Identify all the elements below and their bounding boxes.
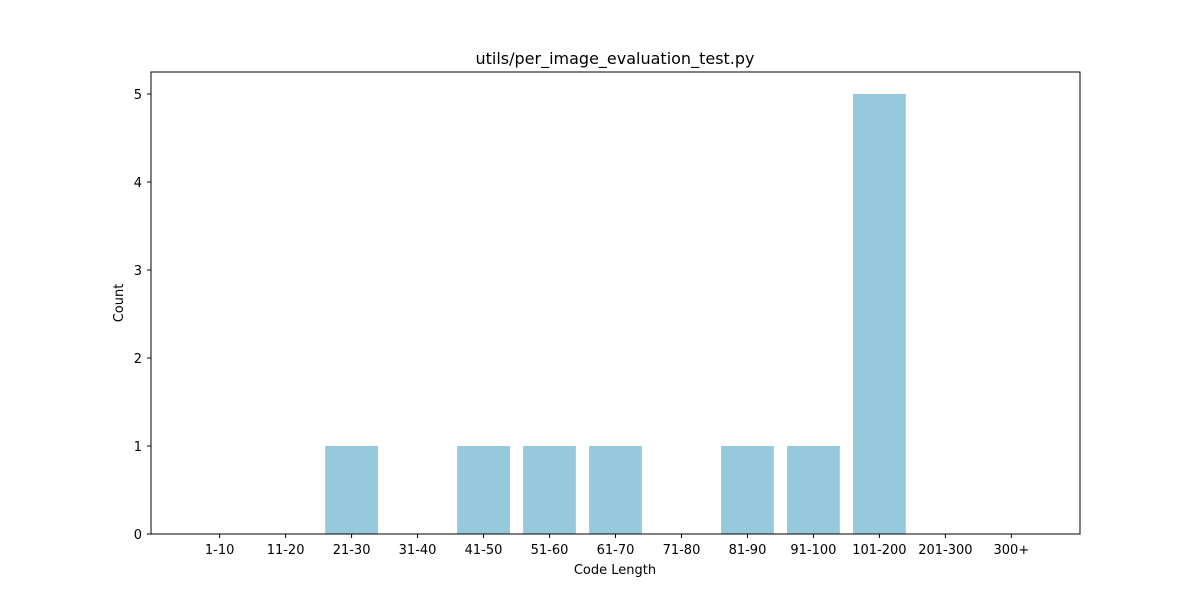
y-tick-label: 0: [134, 528, 142, 543]
y-axis-title: Count: [112, 284, 127, 323]
bar-41-50: [457, 446, 510, 534]
x-tick-label: 1-10: [205, 543, 235, 558]
bar-51-60: [523, 446, 576, 534]
bar-81-90: [721, 446, 774, 534]
chart-title: utils/per_image_evaluation_test.py: [475, 49, 754, 69]
x-tick-label: 300+: [994, 543, 1030, 558]
bar-101-200: [853, 94, 906, 534]
bar-21-30: [325, 446, 378, 534]
bars-layer: [325, 94, 906, 534]
x-axis: 1-10 11-20 21-30 31-40 41-50 51-60 61-70 71-80 8…: [205, 534, 1029, 558]
x-tick-label: 31-40: [399, 543, 437, 558]
y-tick-label: 5: [134, 88, 142, 103]
bar-61-70: [589, 446, 642, 534]
x-axis-title: Code Length: [574, 563, 656, 578]
y-tick-label: 3: [134, 264, 142, 279]
x-tick-label: 91-100: [790, 543, 836, 558]
x-tick-label: 41-50: [465, 543, 503, 558]
y-tick-label: 2: [134, 352, 142, 367]
y-tick-label: 1: [134, 440, 142, 455]
bar-91-100: [787, 446, 840, 534]
x-tick-label: 61-70: [597, 543, 635, 558]
x-tick-label: 71-80: [663, 543, 701, 558]
y-tick-label: 4: [134, 176, 142, 191]
x-tick-label: 81-90: [729, 543, 767, 558]
y-axis: 0 1 2 3 4 5: [134, 88, 151, 543]
x-tick-label: 51-60: [531, 543, 569, 558]
x-tick-label: 201-300: [918, 543, 972, 558]
x-tick-label: 21-30: [333, 543, 371, 558]
x-tick-label: 101-200: [852, 543, 906, 558]
x-tick-label: 11-20: [267, 543, 305, 558]
